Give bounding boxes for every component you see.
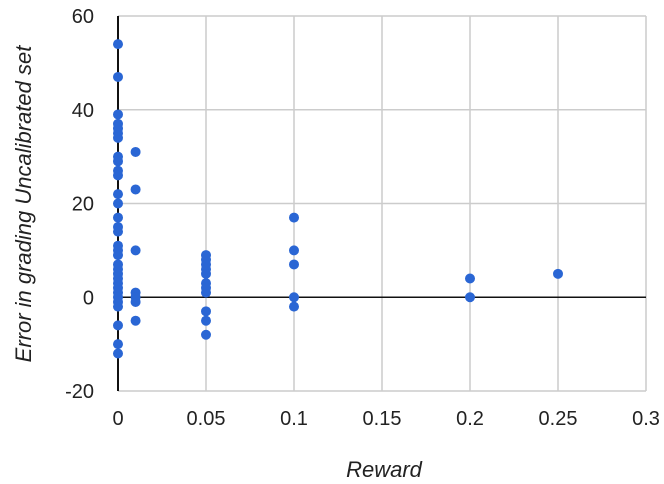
data-point [289, 292, 299, 303]
y-tick-label: 20 [72, 194, 94, 216]
data-point [465, 273, 475, 284]
data-point [113, 170, 123, 181]
y-tick-label: 40 [72, 100, 94, 122]
data-point [289, 212, 299, 223]
data-point [130, 146, 141, 157]
data-point [201, 287, 211, 298]
data-point [130, 296, 141, 307]
data-point [113, 212, 123, 223]
data-point [130, 315, 141, 326]
data-point [201, 329, 211, 340]
data-point [113, 348, 123, 359]
data-point [201, 315, 211, 326]
x-tick-label: 0.3 [632, 408, 660, 430]
data-point [465, 292, 475, 303]
y-tick-label: -20 [65, 381, 94, 403]
data-point [113, 301, 123, 312]
x-tick-label: 0.1 [280, 408, 308, 430]
tick-labels: 0 0.05 0.1 0.15 0.2 0.25 0.3 60 40 20 0 -20 [65, 6, 660, 430]
data-point [113, 109, 123, 120]
data-point [113, 132, 123, 143]
x-tick-label: 0 [112, 408, 123, 430]
data-point [130, 245, 141, 256]
data-point [289, 259, 299, 270]
x-tick-label: 0.15 [363, 408, 402, 430]
grid-layer [118, 15, 647, 392]
data-point [113, 71, 123, 82]
data-point [130, 184, 141, 195]
data-point [113, 226, 123, 237]
data-point [553, 268, 563, 279]
x-axis-title: Reward [346, 457, 423, 482]
data-point [113, 39, 123, 50]
data-point [113, 198, 123, 209]
data-point [113, 156, 123, 167]
x-tick-label: 0.25 [539, 408, 578, 430]
data-points [113, 39, 563, 359]
data-point [113, 189, 123, 200]
x-tick-label: 0.05 [187, 408, 226, 430]
y-axis-title: Error in grading Uncalibrated set [11, 45, 36, 363]
data-point [113, 339, 123, 350]
data-point [113, 320, 123, 331]
data-point [201, 268, 211, 279]
y-tick-label: 60 [72, 6, 94, 28]
data-point [289, 301, 299, 312]
data-point [289, 245, 299, 256]
data-point [201, 306, 211, 317]
y-tick-label: 0 [83, 287, 94, 309]
x-tick-label: 0.2 [456, 408, 484, 430]
data-point [113, 250, 123, 261]
